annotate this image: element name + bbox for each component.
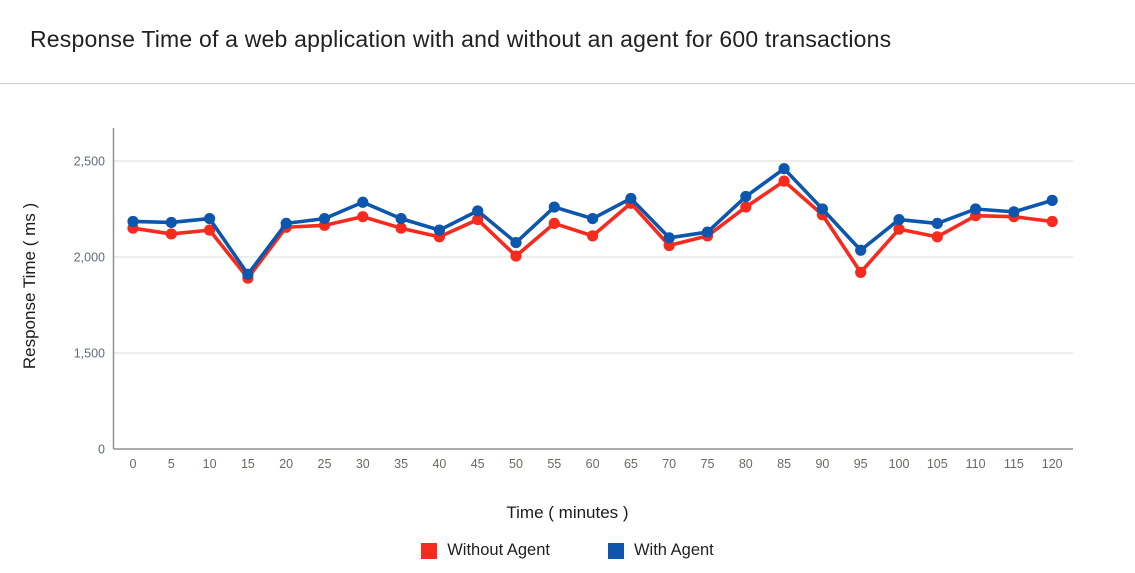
- data-point-with-agent: [1046, 194, 1058, 206]
- x-tick-label: 20: [279, 457, 293, 471]
- data-point-with-agent: [816, 203, 829, 215]
- data-point-with-agent: [587, 213, 599, 225]
- x-tick-label: 100: [889, 457, 910, 471]
- x-tick-label: 70: [662, 457, 676, 471]
- x-tick-label: 75: [701, 457, 715, 471]
- data-point-without-agent: [931, 231, 943, 243]
- data-point-with-agent: [701, 226, 714, 238]
- x-tick-label: 110: [966, 457, 986, 471]
- y-tick-label: 0: [98, 443, 105, 457]
- data-point-with-agent: [318, 213, 331, 225]
- data-point-without-agent: [204, 224, 216, 236]
- x-tick-label: 30: [356, 457, 370, 471]
- data-point-with-agent: [663, 232, 675, 244]
- line-chart-plot-area: 0 1,500 2,000 2,500 0 5 10 15 20 25 30 35 40 45 50 55 60…: [74, 128, 1073, 471]
- data-point-with-agent: [931, 217, 943, 229]
- x-tick-label: 40: [432, 457, 446, 471]
- data-point-with-agent: [778, 163, 790, 175]
- legend-swatch-with-agent: [607, 542, 624, 559]
- y-tick-label: 2,000: [74, 251, 105, 265]
- data-point-with-agent: [855, 244, 867, 256]
- legend-label-without-agent: Without Agent: [447, 541, 550, 559]
- data-point-without-agent: [165, 228, 177, 240]
- legend-label-with-agent: With Agent: [633, 541, 714, 559]
- x-tick-label: 15: [241, 457, 255, 471]
- data-point-without-agent: [357, 211, 369, 223]
- x-tick-label: 0: [130, 457, 137, 471]
- data-point-with-agent: [357, 196, 369, 208]
- data-point-with-agent: [127, 215, 139, 228]
- x-tick-label: 10: [203, 457, 217, 471]
- data-point-without-agent: [740, 201, 752, 213]
- data-point-with-agent: [165, 216, 177, 229]
- y-tick-label: 2,500: [74, 155, 105, 169]
- x-tick-label: 50: [509, 457, 523, 471]
- x-tick-label: 65: [624, 457, 638, 471]
- legend-item-without-agent: Without Agent: [421, 541, 550, 560]
- x-tick-label: 105: [927, 457, 948, 471]
- data-point-without-agent: [1046, 215, 1058, 228]
- legend-item-with-agent: With Agent: [607, 541, 714, 560]
- x-tick-label: 115: [1004, 457, 1024, 471]
- data-point-without-agent: [472, 213, 484, 226]
- legend-swatch-without-agent: [421, 542, 438, 559]
- x-tick-label: 90: [815, 457, 829, 471]
- data-point-without-agent: [510, 250, 522, 262]
- x-tick-label: 25: [318, 457, 332, 471]
- data-point-with-agent: [433, 224, 445, 236]
- x-tick-label: 80: [739, 457, 753, 471]
- data-point-with-agent: [625, 192, 637, 205]
- x-tick-label: 55: [547, 457, 561, 471]
- series-line-without-agent: [131, 179, 1054, 280]
- data-point-without-agent: [587, 230, 599, 242]
- x-tick-label: 45: [471, 457, 485, 471]
- data-point-with-agent: [472, 205, 484, 217]
- data-point-with-agent: [1008, 206, 1020, 218]
- data-point-without-agent: [855, 266, 867, 278]
- x-tick-label: 5: [168, 457, 175, 471]
- data-point-with-agent: [510, 237, 522, 249]
- data-point-with-agent: [740, 190, 752, 203]
- x-tick-label: 35: [394, 457, 408, 471]
- data-point-with-agent: [548, 201, 560, 213]
- y-tick-label: 1,500: [74, 347, 105, 361]
- data-point-with-agent: [395, 213, 407, 225]
- data-point-with-agent: [204, 213, 216, 225]
- data-point-without-agent: [778, 175, 790, 187]
- legend: Without Agent With Agent: [0, 541, 1135, 560]
- data-point-with-agent: [242, 268, 254, 280]
- x-tick-label: 60: [586, 457, 600, 471]
- chart-title: Response Time of a web application with …: [30, 26, 892, 52]
- x-tick-label: 120: [1042, 457, 1063, 471]
- data-point-without-agent: [893, 223, 905, 235]
- data-point-with-agent: [970, 203, 982, 215]
- data-point-with-agent: [893, 213, 905, 226]
- data-point-without-agent: [663, 239, 675, 252]
- x-axis-title: Time ( minutes ): [506, 503, 629, 522]
- data-point-without-agent: [395, 222, 407, 234]
- title-divider: [0, 83, 1135, 84]
- x-tick-label: 95: [854, 457, 868, 471]
- data-point-without-agent: [548, 217, 560, 229]
- data-point-with-agent: [280, 217, 292, 229]
- x-tick-label: 85: [777, 457, 791, 471]
